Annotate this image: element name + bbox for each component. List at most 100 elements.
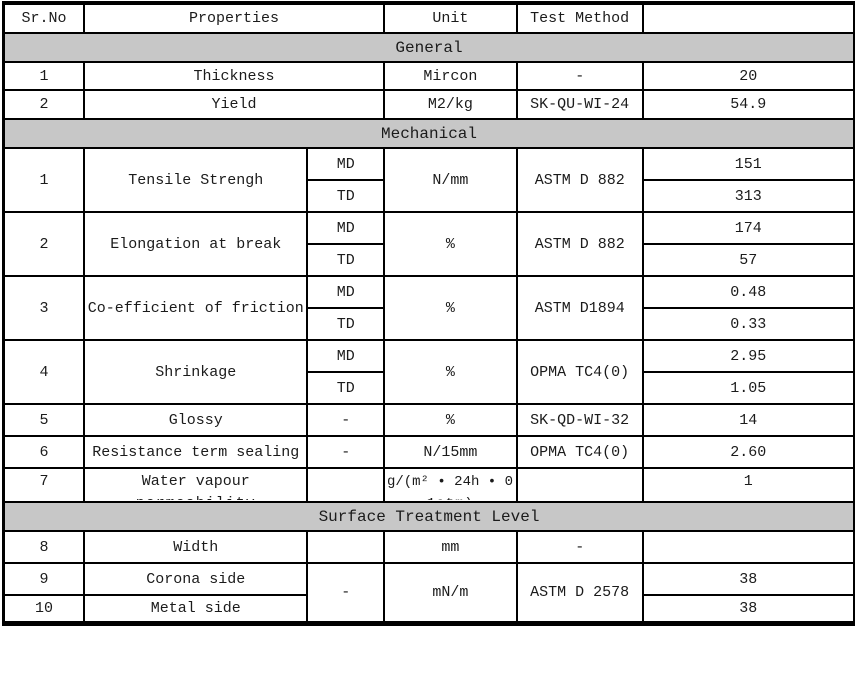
table-row: 10 Metal side 38 (2, 594, 856, 625)
cell-direction: TD (306, 179, 385, 213)
table-row: 1 Thickness Mircon - 20 (2, 61, 856, 91)
header-properties: Properties (83, 2, 385, 34)
cell-unit: % (382, 403, 518, 437)
cell-srno: 8 (2, 530, 86, 564)
cell-property: Metal side (83, 594, 309, 625)
table-row: 4 Shrinkage MD % OPMA TC4(0) 2.95 (2, 339, 856, 405)
cell-property: Resistance term sealing (83, 435, 309, 469)
header-row: Sr.No Properties Unit Test Method (2, 2, 856, 34)
section-label: General (2, 32, 855, 63)
cell-value: 1.05 (641, 371, 856, 405)
cell-method: OPMA TC4(0) (515, 339, 644, 405)
cell-method: - (515, 530, 644, 564)
table-row: TD 313 (4, 179, 856, 213)
cell-value: 1 (641, 467, 856, 503)
cell-direction: - (306, 562, 385, 625)
table-row: 1 Tensile Strengh MD N/mm ASTM D 882 151 (2, 147, 856, 213)
cell-srno: 3 (2, 275, 86, 341)
cell-srno: 1 (2, 147, 86, 213)
cell-method (515, 467, 644, 503)
cell-srno: 6 (2, 435, 86, 469)
cell-method: ASTM D1894 (515, 275, 644, 341)
cell-method: - (515, 61, 644, 91)
cell-unit: N/15mm (382, 435, 518, 469)
cell-srno: 5 (2, 403, 86, 437)
cell-unit: mm (382, 530, 518, 564)
cell-value: 38 (641, 562, 856, 596)
cell-unit: Mircon (382, 61, 518, 91)
cell-direction: - (306, 435, 385, 469)
section-band-general: General (2, 32, 855, 63)
cell-direction: TD (306, 307, 385, 341)
table-row: 2 Yield M2/kg SK-QU-WI-24 54.9 (2, 89, 856, 120)
table-row: 2 Elongation at break MD % ASTM D 882 17… (2, 211, 856, 277)
cell-unit: % (382, 339, 518, 405)
table-row: 8 Width mm - (2, 530, 856, 564)
table-row: 5 Glossy - % SK-QD-WI-32 14 (2, 403, 856, 437)
cell-direction: TD (306, 371, 385, 405)
cell-direction (306, 530, 385, 564)
spec-table: Sr.No Properties Unit Test Method Genera… (2, 1, 856, 626)
cell-direction: MD (306, 339, 385, 373)
cell-unit: mN/m (382, 562, 518, 625)
cell-direction: MD (306, 275, 385, 309)
header-test-method: Test Method (515, 2, 644, 34)
cell-property: Shrinkage (83, 339, 309, 405)
cell-property: Glossy (83, 403, 309, 437)
cell-srno: 9 (2, 562, 86, 596)
cell-property: Thickness (83, 61, 385, 91)
cell-value: 174 (641, 211, 856, 245)
cell-value: 2.60 (641, 435, 856, 469)
section-label: Mechanical (2, 118, 855, 149)
cell-method: SK-QD-WI-32 (515, 403, 644, 437)
cell-property: Water vapour permeability (83, 467, 309, 503)
cell-property: Elongation at break (83, 211, 309, 277)
table-row: TD 0.33 (4, 307, 856, 341)
cell-method: SK-QU-WI-24 (515, 89, 644, 120)
cell-srno: 2 (2, 89, 86, 120)
cell-property: Width (83, 530, 309, 564)
cell-srno: 7 (2, 467, 86, 503)
table-row: 6 Resistance term sealing - N/15mm OPMA … (2, 435, 856, 469)
cell-unit: g/(m² • 24h • 0. 1atm) (382, 467, 518, 503)
cell-srno: 2 (2, 211, 86, 277)
table-row: TD 57 (4, 243, 856, 277)
table-row: 7 Water vapour permeability g/(m² • 24h … (2, 467, 856, 503)
cell-property: Co-efficient of friction (83, 275, 309, 341)
cell-direction (306, 467, 385, 503)
cell-value: 54.9 (641, 89, 856, 120)
cell-unit: M2/kg (382, 89, 518, 120)
cell-value: 0.33 (641, 307, 856, 341)
cell-value: 0.48 (641, 275, 856, 309)
cell-method: ASTM D 882 (515, 147, 644, 213)
header-srno: Sr.No (2, 2, 86, 34)
cell-unit: % (382, 211, 518, 277)
section-band-surface-treatment: Surface Treatment Level (2, 501, 855, 532)
table-row: 3 Co-efficient of friction MD % ASTM D18… (2, 275, 856, 341)
cell-method: ASTM D 2578 (515, 562, 644, 625)
section-label: Surface Treatment Level (2, 501, 855, 532)
cell-value: 57 (641, 243, 856, 277)
cell-value: 14 (641, 403, 856, 437)
cell-property: Yield (83, 89, 385, 120)
cell-value: 20 (641, 61, 856, 91)
cell-value: 151 (641, 147, 856, 181)
cell-property: Tensile Strengh (83, 147, 309, 213)
cell-direction: - (306, 403, 385, 437)
cell-direction: TD (306, 243, 385, 277)
header-unit: Unit (382, 2, 518, 34)
cell-property: Corona side (83, 562, 309, 596)
cell-value: 2.95 (641, 339, 856, 373)
cell-srno: 4 (2, 339, 86, 405)
cell-unit: N/mm (382, 147, 518, 213)
cell-value: 313 (641, 179, 856, 213)
header-value (641, 2, 856, 34)
cell-method: OPMA TC4(0) (515, 435, 644, 469)
cell-direction: MD (306, 147, 385, 181)
cell-direction: MD (306, 211, 385, 245)
section-band-mechanical: Mechanical (2, 118, 855, 149)
cell-unit: % (382, 275, 518, 341)
table-row: TD 1.05 (4, 371, 856, 405)
cell-method: ASTM D 882 (515, 211, 644, 277)
